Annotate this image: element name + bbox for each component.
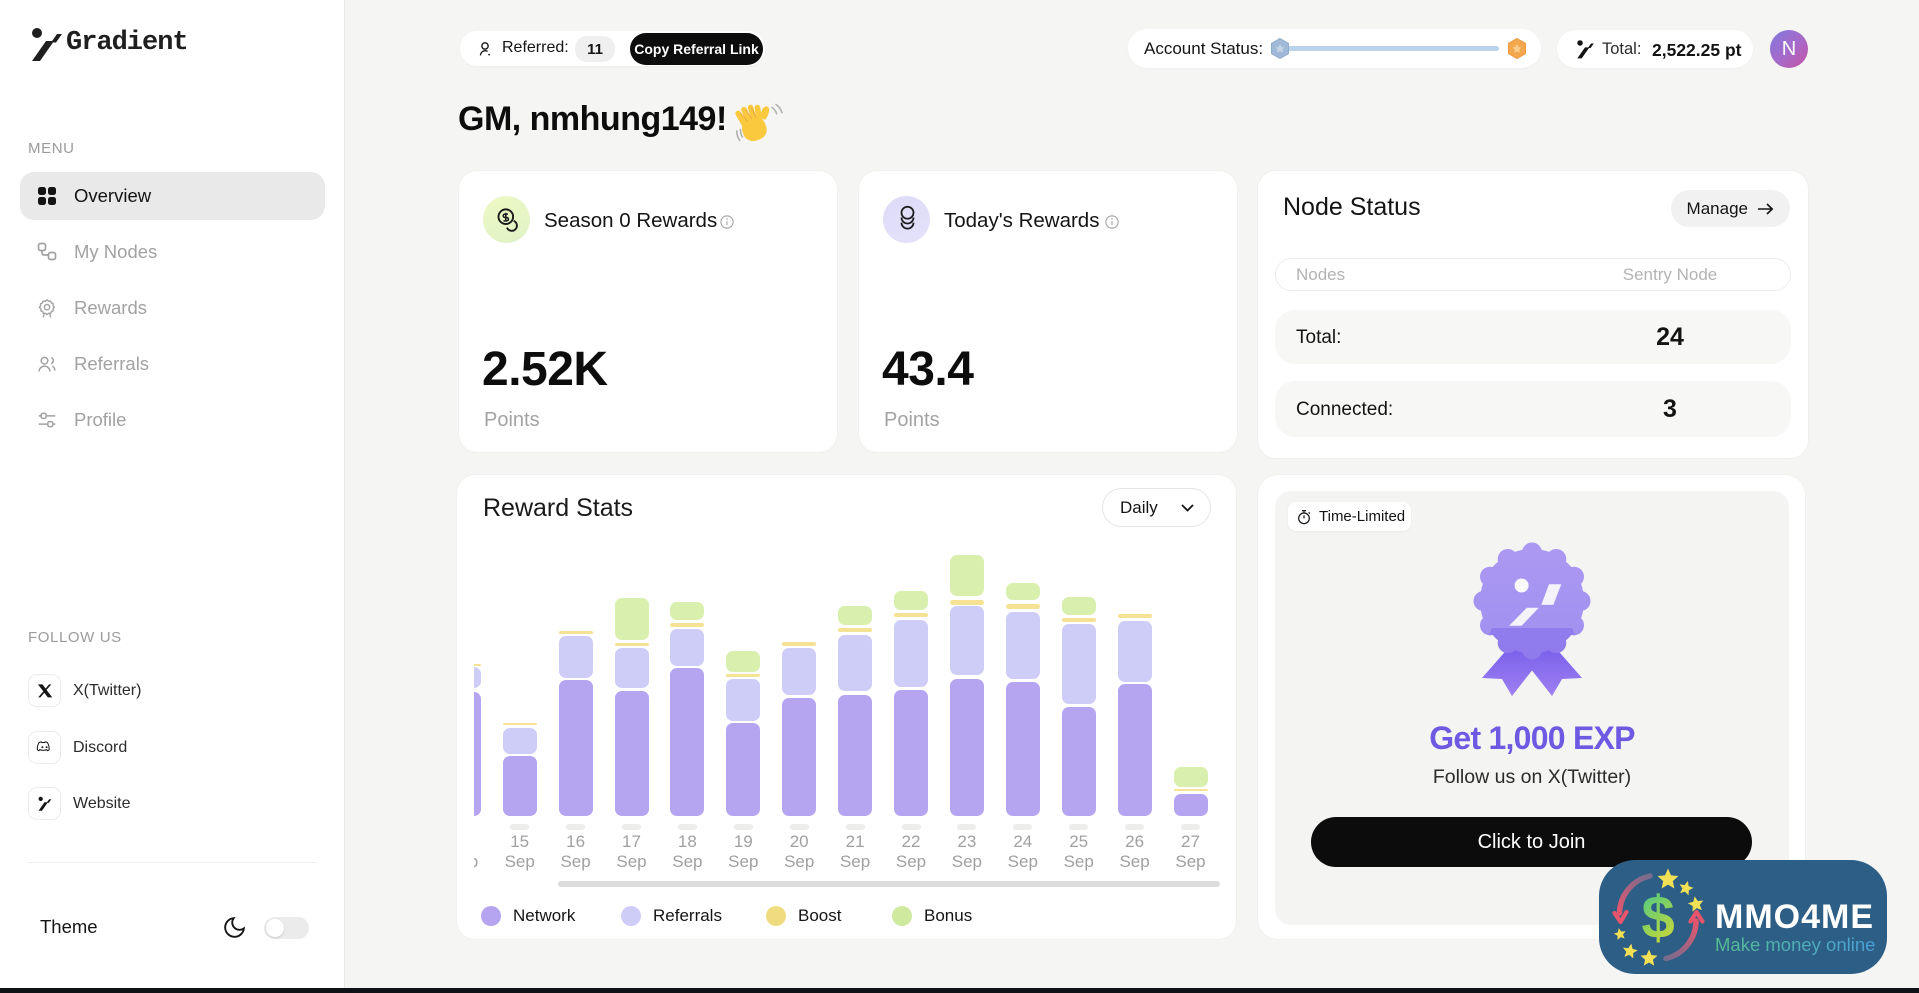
svg-text:$: $ bbox=[1641, 884, 1674, 951]
